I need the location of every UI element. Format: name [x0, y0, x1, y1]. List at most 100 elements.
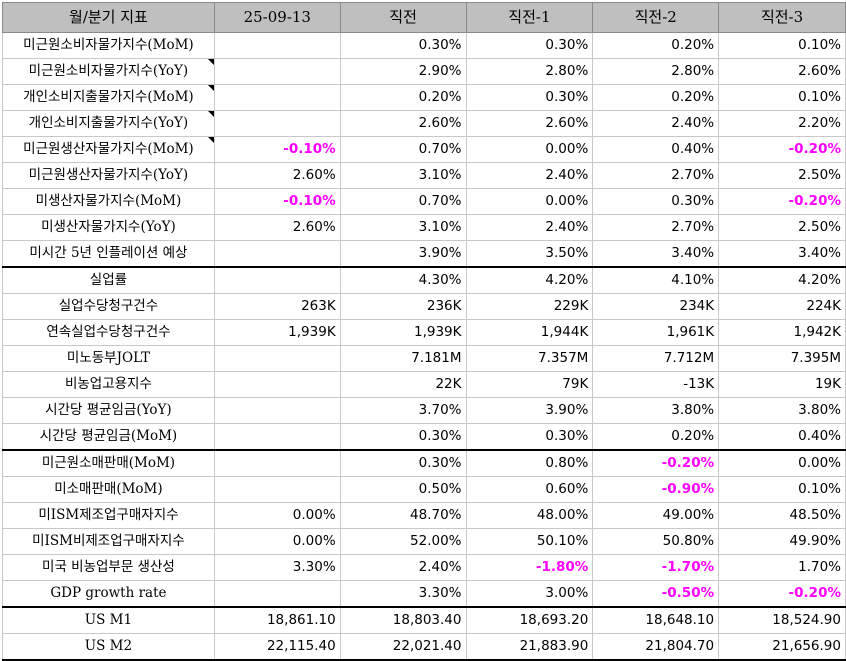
header-previous-2[interactable]: 직전-2 — [592, 2, 720, 33]
value-cell[interactable]: 4.20% — [718, 266, 846, 294]
row-label-cell[interactable]: 연속실업수당청구건수 — [2, 319, 215, 346]
row-label-cell[interactable]: 시간당 평균임금(MoM) — [2, 423, 215, 451]
value-cell[interactable]: 2.80% — [465, 58, 594, 85]
value-cell[interactable]: 229K — [465, 293, 594, 320]
value-cell[interactable]: 7.181M — [339, 345, 467, 372]
value-cell[interactable]: 0.10% — [718, 32, 846, 59]
value-cell[interactable]: 48.00% — [465, 502, 594, 529]
value-cell[interactable]: 50.80% — [592, 528, 720, 555]
value-cell[interactable]: 3.30% — [213, 554, 341, 581]
row-label-cell[interactable]: 미생산자물가지수(YoY) — [2, 214, 215, 241]
value-cell[interactable]: -13K — [592, 371, 720, 398]
value-cell[interactable] — [213, 423, 341, 451]
value-cell[interactable] — [213, 240, 341, 268]
row-label-cell[interactable]: GDP growth rate — [2, 580, 215, 608]
row-label-cell[interactable]: 미근원생산자물가지수(MoM) — [2, 136, 215, 163]
value-cell[interactable] — [213, 476, 341, 503]
header-previous[interactable]: 직전 — [339, 2, 467, 33]
value-cell[interactable]: -0.50% — [592, 580, 720, 608]
value-cell[interactable]: 3.00% — [465, 580, 594, 608]
value-cell[interactable]: 0.80% — [465, 449, 594, 477]
value-cell[interactable]: 0.50% — [339, 476, 467, 503]
value-cell[interactable]: 0.70% — [339, 188, 467, 215]
value-cell[interactable]: 19K — [718, 371, 846, 398]
row-label-cell[interactable]: 미근원생산자물가지수(YoY) — [2, 162, 215, 189]
value-cell[interactable] — [213, 84, 341, 111]
value-cell[interactable]: -0.20% — [718, 136, 846, 163]
row-label-cell[interactable]: 미생산자물가지수(MoM) — [2, 188, 215, 215]
value-cell[interactable]: 3.70% — [339, 397, 467, 424]
value-cell[interactable]: 2.60% — [339, 110, 467, 137]
value-cell[interactable]: 0.00% — [213, 528, 341, 555]
value-cell[interactable]: 0.00% — [465, 188, 594, 215]
value-cell[interactable]: 18,861.10 — [213, 606, 341, 634]
row-label-cell[interactable]: 미노동부JOLT — [2, 345, 215, 372]
value-cell[interactable]: 2.40% — [465, 214, 594, 241]
header-previous-3[interactable]: 직전-3 — [718, 2, 846, 33]
value-cell[interactable]: 0.30% — [465, 423, 594, 451]
value-cell[interactable]: 21,804.70 — [592, 633, 720, 661]
row-label-cell[interactable]: 미ISM비제조업구매자지수 — [2, 528, 215, 555]
value-cell[interactable]: 21,883.90 — [465, 633, 594, 661]
value-cell[interactable]: 0.00% — [213, 502, 341, 529]
value-cell[interactable]: 2.50% — [718, 162, 846, 189]
value-cell[interactable]: 0.20% — [339, 84, 467, 111]
value-cell[interactable]: 2.80% — [592, 58, 720, 85]
value-cell[interactable]: 2.40% — [592, 110, 720, 137]
value-cell[interactable]: 48.70% — [339, 502, 467, 529]
value-cell[interactable]: 22,021.40 — [339, 633, 467, 661]
value-cell[interactable]: -1.70% — [592, 554, 720, 581]
value-cell[interactable] — [213, 32, 341, 59]
row-label-cell[interactable]: 미근원소매판매(MoM) — [2, 449, 215, 477]
value-cell[interactable]: 0.30% — [339, 32, 467, 59]
value-cell[interactable]: -0.10% — [213, 136, 341, 163]
row-label-cell[interactable]: 미근원소비자물가지수(YoY) — [2, 58, 215, 85]
value-cell[interactable]: -0.20% — [718, 580, 846, 608]
value-cell[interactable]: 3.80% — [592, 397, 720, 424]
value-cell[interactable]: 2.70% — [592, 162, 720, 189]
value-cell[interactable]: 18,648.10 — [592, 606, 720, 634]
value-cell[interactable]: 3.30% — [339, 580, 467, 608]
value-cell[interactable]: 18,524.90 — [718, 606, 846, 634]
value-cell[interactable]: 1,939K — [339, 319, 467, 346]
value-cell[interactable]: 3.50% — [465, 240, 594, 268]
value-cell[interactable]: 1,961K — [592, 319, 720, 346]
value-cell[interactable]: 48.50% — [718, 502, 846, 529]
value-cell[interactable]: 0.30% — [339, 423, 467, 451]
value-cell[interactable]: 7.395M — [718, 345, 846, 372]
value-cell[interactable]: 3.10% — [339, 214, 467, 241]
value-cell[interactable]: 0.30% — [339, 449, 467, 477]
value-cell[interactable]: 0.00% — [465, 136, 594, 163]
value-cell[interactable]: 2.90% — [339, 58, 467, 85]
value-cell[interactable]: 0.30% — [592, 188, 720, 215]
value-cell[interactable]: 7.357M — [465, 345, 594, 372]
value-cell[interactable]: 18,693.20 — [465, 606, 594, 634]
value-cell[interactable]: 7.712M — [592, 345, 720, 372]
header-previous-1[interactable]: 직전-1 — [465, 2, 594, 33]
value-cell[interactable] — [213, 266, 341, 294]
value-cell[interactable]: 3.80% — [718, 397, 846, 424]
value-cell[interactable]: 263K — [213, 293, 341, 320]
value-cell[interactable]: 0.00% — [718, 449, 846, 477]
value-cell[interactable]: 52.00% — [339, 528, 467, 555]
value-cell[interactable]: 3.90% — [339, 240, 467, 268]
value-cell[interactable]: -0.90% — [592, 476, 720, 503]
value-cell[interactable]: 0.20% — [592, 32, 720, 59]
row-label-cell[interactable]: 미소매판매(MoM) — [2, 476, 215, 503]
value-cell[interactable]: 236K — [339, 293, 467, 320]
row-label-cell[interactable]: 실업수당청구건수 — [2, 293, 215, 320]
row-label-cell[interactable]: 미ISM제조업구매자지수 — [2, 502, 215, 529]
value-cell[interactable]: 224K — [718, 293, 846, 320]
value-cell[interactable]: 18,803.40 — [339, 606, 467, 634]
value-cell[interactable]: 4.20% — [465, 266, 594, 294]
value-cell[interactable]: 3.40% — [718, 240, 846, 268]
value-cell[interactable]: 1,942K — [718, 319, 846, 346]
value-cell[interactable]: -0.20% — [718, 188, 846, 215]
value-cell[interactable]: 0.70% — [339, 136, 467, 163]
value-cell[interactable]: 0.10% — [718, 84, 846, 111]
row-label-cell[interactable]: 미시간 5년 인플레이션 예상 — [2, 240, 215, 268]
value-cell[interactable]: 0.20% — [592, 84, 720, 111]
value-cell[interactable]: 3.10% — [339, 162, 467, 189]
row-label-cell[interactable]: US M2 — [2, 633, 215, 661]
value-cell[interactable]: 1,944K — [465, 319, 594, 346]
